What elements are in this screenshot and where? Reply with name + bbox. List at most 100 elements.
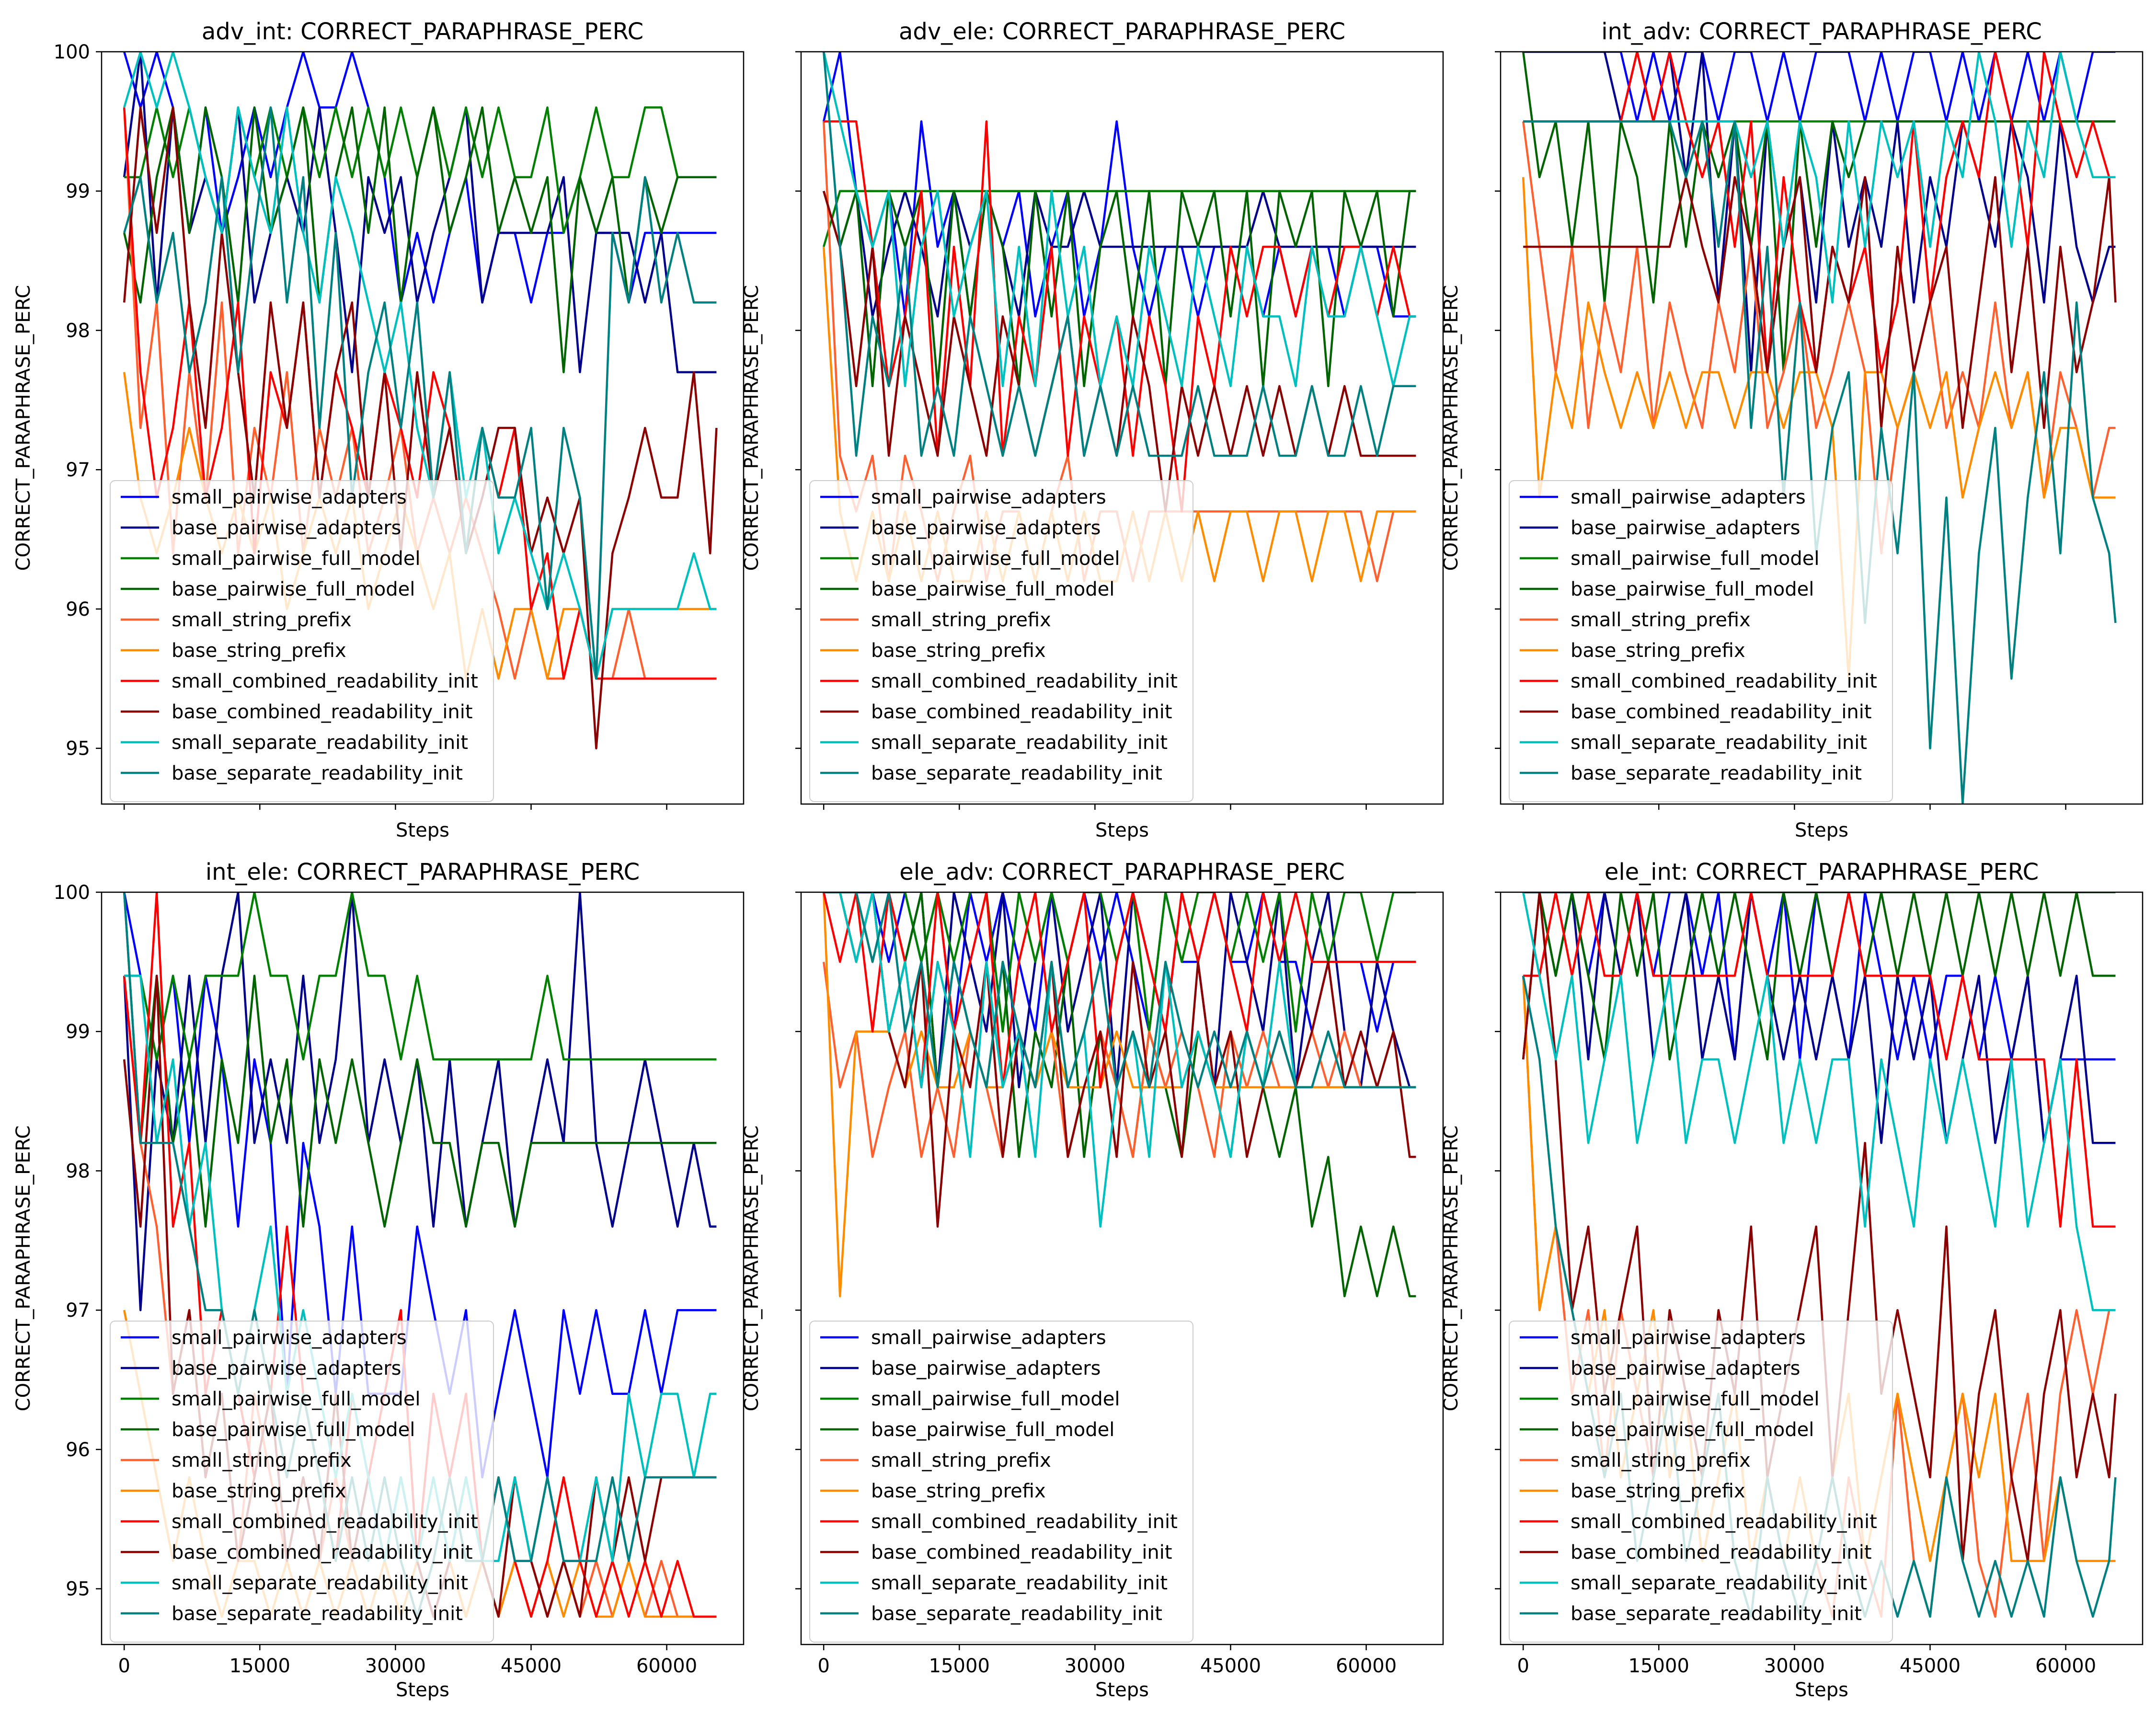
series-line-small_separate_readability_init (823, 52, 1416, 388)
legend-label: small_string_prefix (871, 609, 1051, 631)
y-tick-label: 96 (66, 1439, 90, 1461)
y-tick-label: 97 (66, 459, 90, 481)
x-axis-label: Steps (1795, 819, 1848, 841)
subplot-4: 95 96 97 98 99 100 0 15000 30000 45000 60000 int_el… (12, 859, 745, 1701)
plot-frame (800, 51, 1444, 805)
legend-label: base_combined_readability_init (1571, 1541, 1872, 1564)
x-tick-label: 60000 (2035, 1655, 2096, 1677)
y-axis-label: CORRECT_PARAPHRASE_PERC (12, 1126, 34, 1412)
legend-label: small_combined_readability_init (172, 670, 478, 692)
plot-frame (101, 51, 745, 805)
legend-label: small_pairwise_full_model (172, 548, 421, 570)
legend-label: base_separate_readability_init (172, 762, 463, 784)
series-line-base_separate_readability_init (822, 52, 1416, 457)
y-tick-label: 95 (66, 1578, 90, 1600)
subplot-2: adv_ele: CORRECT_PARAPHRASE_PERC Steps COR… (741, 18, 1444, 841)
legend-label: small_separate_readability_init (1571, 732, 1867, 754)
legend-box (1509, 480, 1893, 802)
series-line-small_pairwise_adapters (823, 52, 1416, 318)
legend-label: small_pairwise_adapters (1571, 486, 1806, 508)
series-line-base_pairwise_adapters (123, 52, 717, 373)
series-line-small_combined_readability_init (1523, 892, 2116, 1228)
legend-label: base_combined_readability_init (1571, 701, 1872, 723)
legend-label: small_pairwise_adapters (871, 1327, 1106, 1349)
chart-title: adv_ele: CORRECT_PARAPHRASE_PERC (899, 18, 1345, 45)
y-axis-label: CORRECT_PARAPHRASE_PERC (741, 285, 763, 571)
x-tick-label: 60000 (636, 1655, 697, 1677)
y-tick-label: 98 (66, 320, 90, 342)
x-tick-label: 45000 (1200, 1655, 1261, 1677)
legend-label: base_combined_readability_init (871, 701, 1172, 723)
series-line-base_combined_readability_init (1523, 176, 2117, 429)
legend-label: small_separate_readability_init (871, 1572, 1168, 1594)
legend-label: small_combined_readability_init (1571, 670, 1877, 692)
legend-label: small_string_prefix (1571, 1449, 1751, 1472)
legend-label: base_string_prefix (1571, 1480, 1745, 1502)
subplot-1: 95 96 97 98 99 100 adv_int: CORRECT_PARAPHRASE… (12, 18, 745, 841)
legend-label: base_pairwise_full_model (172, 578, 415, 600)
legend-label: small_combined_readability_init (172, 1511, 478, 1533)
y-tick-label: 99 (66, 1021, 90, 1043)
legend-label: small_separate_readability_init (871, 732, 1168, 754)
y-axis-label: CORRECT_PARAPHRASE_PERC (741, 1126, 763, 1412)
x-tick-label: 15000 (229, 1655, 290, 1677)
legend-label: base_string_prefix (172, 1480, 346, 1502)
legend-box (809, 1321, 1193, 1643)
series-line-base_pairwise_full_model (1522, 52, 2116, 373)
y-tick-label: 95 (66, 738, 90, 760)
legend-label: base_combined_readability_init (871, 1541, 1172, 1564)
y-tick-label: 96 (66, 598, 90, 621)
legend-label: base_pairwise_full_model (172, 1419, 415, 1441)
legend-label: small_pairwise_adapters (172, 1327, 407, 1349)
legend-label: small_string_prefix (871, 1449, 1051, 1472)
legend-label: small_separate_readability_init (1571, 1572, 1867, 1594)
legend-label: small_combined_readability_init (871, 1511, 1178, 1533)
x-tick-label: 45000 (501, 1655, 562, 1677)
chart-title: int_adv: CORRECT_PARAPHRASE_PERC (1601, 18, 2042, 45)
legend-label: small_separate_readability_init (172, 1572, 468, 1594)
series-line-base_pairwise_full_model (123, 892, 717, 1228)
legend-label: base_pairwise_adapters (172, 1357, 401, 1380)
series-line-base_pairwise_adapters (123, 892, 717, 1311)
series-line-small_pairwise_full_model (823, 190, 1416, 247)
x-tick-label: 0 (118, 1655, 130, 1677)
legend-label: small_pairwise_full_model (871, 1388, 1120, 1410)
legend-label: base_pairwise_adapters (871, 517, 1101, 539)
plot-frame (1500, 51, 2144, 805)
legend-label: base_combined_readability_init (172, 701, 473, 723)
legend: small_pairwise_adapters base_pairwise_ada… (110, 1321, 494, 1643)
legend: small_pairwise_adapters base_pairwise_ada… (809, 480, 1193, 802)
y-tick-label: 98 (66, 1160, 90, 1182)
legend-label: base_separate_readability_init (871, 762, 1162, 784)
legend: small_pairwise_adapters base_pairwise_ada… (809, 1321, 1193, 1643)
x-tick-label: 45000 (1900, 1655, 1961, 1677)
legend-label: base_string_prefix (172, 640, 346, 662)
legend-label: base_separate_readability_init (172, 1603, 463, 1625)
legend-label: small_pairwise_full_model (1571, 1388, 1820, 1410)
legend-label: base_pairwise_adapters (172, 517, 401, 539)
legend-box (1509, 1321, 1893, 1643)
x-tick-label: 30000 (365, 1655, 426, 1677)
series-line-base_pairwise_full_model (823, 190, 1416, 388)
legend-label: base_string_prefix (871, 1480, 1046, 1502)
legend-label: base_pairwise_full_model (1571, 1419, 1814, 1441)
legend-label: base_pairwise_full_model (871, 1419, 1114, 1441)
x-axis-label: Steps (396, 819, 449, 841)
legend-label: small_pairwise_full_model (172, 1388, 421, 1410)
series-line-small_pairwise_adapters (123, 892, 717, 1479)
chart-title: adv_int: CORRECT_PARAPHRASE_PERC (202, 18, 643, 45)
subplot-3: int_adv: CORRECT_PARAPHRASE_PERC Steps COR… (1440, 18, 2144, 841)
series-group (822, 892, 1416, 1298)
x-axis-label: Steps (396, 1679, 449, 1701)
legend-box (809, 480, 1193, 802)
legend-label: base_pairwise_adapters (1571, 1357, 1800, 1380)
legend: small_pairwise_adapters base_pairwise_ada… (1509, 1321, 1893, 1643)
x-tick-label: 0 (1517, 1655, 1529, 1677)
legend-label: small_combined_readability_init (1571, 1511, 1877, 1533)
x-axis-label: Steps (1795, 1679, 1848, 1701)
legend-label: base_separate_readability_init (871, 1603, 1162, 1625)
legend-label: base_string_prefix (1571, 640, 1745, 662)
x-tick-label: 30000 (1065, 1655, 1125, 1677)
legend: small_pairwise_adapters base_pairwise_ada… (1509, 480, 1893, 802)
legend-label: base_pairwise_full_model (1571, 578, 1814, 600)
